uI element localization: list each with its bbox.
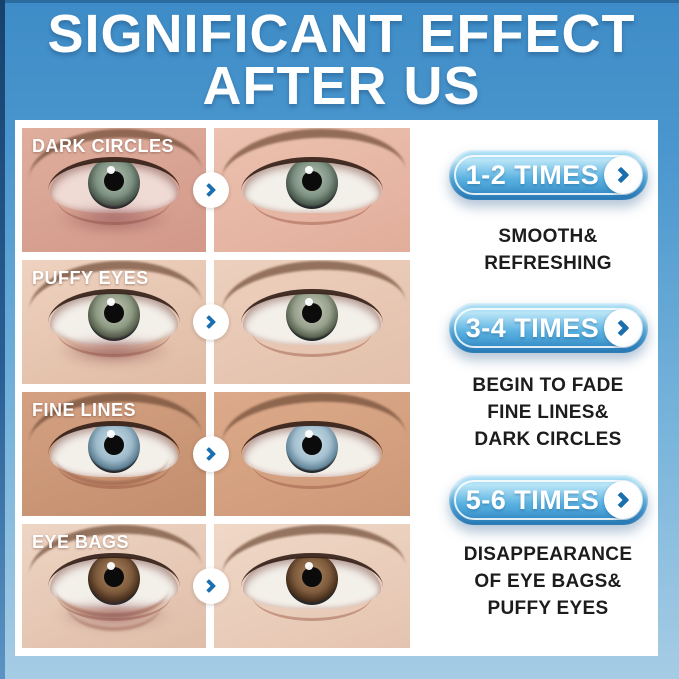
chevron-right-icon: [604, 481, 642, 519]
after-photo-dark-circles: [214, 128, 410, 252]
comparison-row-puffy-eyes: PUFFY EYES: [22, 260, 410, 384]
eye-art: [241, 421, 383, 490]
eye-art: [241, 157, 383, 226]
title-line-1: SIGNIFICANT EFFECT: [47, 4, 636, 64]
chevron-right-icon: [604, 309, 642, 347]
before-photo-fine-lines: FINE LINES: [22, 392, 206, 516]
eye-art: [47, 289, 181, 358]
chevron-right-icon: [193, 568, 229, 604]
chevron-right-icon: [193, 304, 229, 340]
content-panel: DARK CIRCLES PUFFY EYES: [15, 120, 658, 656]
desc-line: DISAPPEARANCE: [463, 544, 633, 565]
row-label: EYE BAGS: [32, 532, 130, 552]
eye-art: [241, 553, 383, 622]
row-label: PUFFY EYES: [32, 268, 149, 288]
times-1-2-label: 1-2 TIMES: [465, 159, 600, 190]
row-label: DARK CIRCLES: [32, 136, 175, 156]
banner-header: SIGNIFICANT EFFECT AFTER US: [10, 4, 673, 116]
eye-art: [241, 289, 383, 358]
row-label: FINE LINES: [32, 400, 137, 420]
after-photo-eye-bags: [214, 524, 410, 648]
desc-line: DARK CIRCLES: [474, 429, 622, 450]
top-edge-decoration: [0, 0, 679, 3]
eye-art: [47, 553, 181, 622]
eye-art: [47, 157, 181, 226]
milestone-2-description: BEGIN TO FADE FINE LINES& DARK CIRCLES: [440, 372, 656, 453]
desc-line: BEGIN TO FADE: [472, 375, 624, 396]
desc-line: REFRESHING: [484, 253, 612, 274]
comparison-row-fine-lines: FINE LINES: [22, 392, 410, 516]
milestone-3-description: DISAPPEARANCE OF EYE BAGS& PUFFY EYES: [440, 541, 656, 622]
times-3-4-button[interactable]: 3-4 TIMES: [449, 303, 648, 353]
before-photo-dark-circles: DARK CIRCLES: [22, 128, 206, 252]
desc-line: PUFFY EYES: [487, 598, 609, 619]
desc-line: OF EYE BAGS&: [474, 571, 622, 592]
before-after-grid: DARK CIRCLES PUFFY EYES: [22, 128, 410, 648]
times-1-2-button[interactable]: 1-2 TIMES: [449, 150, 648, 200]
before-photo-puffy-eyes: PUFFY EYES: [22, 260, 206, 384]
after-photo-fine-lines: [214, 392, 410, 516]
chevron-right-icon: [604, 156, 642, 194]
after-photo-puffy-eyes: [214, 260, 410, 384]
eye-art: [47, 421, 181, 490]
chevron-right-icon: [193, 172, 229, 208]
comparison-row-dark-circles: DARK CIRCLES: [22, 128, 410, 252]
times-5-6-button[interactable]: 5-6 TIMES: [449, 475, 648, 525]
milestone-1-description: SMOOTH& REFRESHING: [440, 223, 656, 277]
chevron-right-icon: [193, 436, 229, 472]
title-line-2: AFTER US: [202, 56, 481, 116]
comparison-row-eye-bags: EYE BAGS: [22, 524, 410, 648]
times-5-6-label: 5-6 TIMES: [465, 484, 600, 515]
before-photo-eye-bags: EYE BAGS: [22, 524, 206, 648]
desc-line: SMOOTH&: [498, 226, 598, 247]
times-3-4-label: 3-4 TIMES: [465, 312, 600, 343]
left-stripe-decoration: [0, 0, 5, 679]
desc-line: FINE LINES&: [487, 402, 609, 423]
